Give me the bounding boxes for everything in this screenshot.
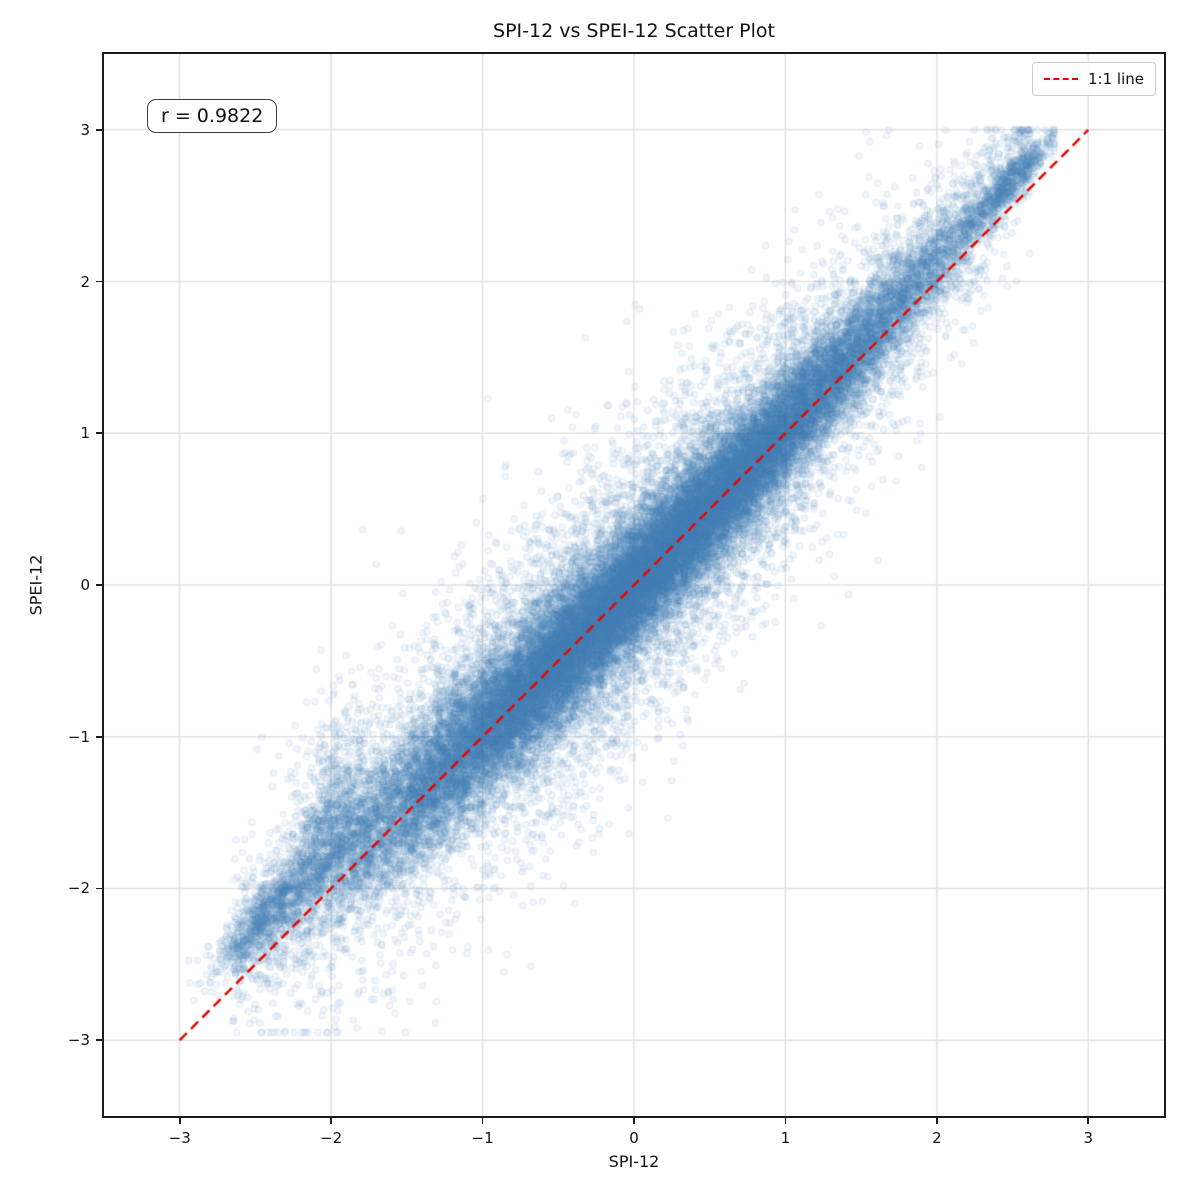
y-tick-mark bbox=[96, 1039, 104, 1041]
legend: 1:1 line bbox=[1032, 62, 1156, 96]
y-tick-label: 1 bbox=[80, 424, 90, 443]
y-tick-mark bbox=[96, 584, 104, 586]
x-tick-mark bbox=[330, 1116, 332, 1124]
y-tick-mark bbox=[96, 129, 104, 131]
y-tick-mark bbox=[96, 432, 104, 435]
x-tick-mark bbox=[481, 1116, 484, 1124]
legend-dashed-line-swatch bbox=[1044, 78, 1079, 80]
y-tick-mark bbox=[96, 735, 104, 738]
y-tick-mark bbox=[96, 280, 104, 283]
x-tick-label: −2 bbox=[320, 1129, 343, 1147]
y-tick-label: −3 bbox=[67, 1031, 90, 1050]
legend-label: 1:1 line bbox=[1088, 70, 1144, 88]
y-axis-label: SPEI-12 bbox=[26, 554, 46, 616]
x-tick-mark bbox=[936, 1116, 938, 1124]
x-tick-label: 1 bbox=[780, 1129, 791, 1147]
y-tick-label: −1 bbox=[67, 727, 90, 746]
correlation-annotation: r = 0.9822 bbox=[147, 99, 278, 133]
x-axis-label: SPI-12 bbox=[608, 1152, 660, 1171]
x-tick-label: 2 bbox=[932, 1129, 942, 1147]
x-tick-label: 3 bbox=[1083, 1129, 1094, 1147]
y-tick-label: 3 bbox=[80, 120, 90, 139]
x-tick-label: −1 bbox=[471, 1129, 494, 1147]
x-tick-mark bbox=[633, 1116, 635, 1124]
scatter-canvas bbox=[104, 54, 1164, 1116]
y-tick-label: 0 bbox=[80, 576, 90, 594]
chart-title: SPI-12 vs SPEI-12 Scatter Plot bbox=[493, 20, 775, 42]
y-tick-mark bbox=[96, 887, 104, 890]
x-tick-mark bbox=[784, 1116, 787, 1124]
y-tick-label: 2 bbox=[80, 272, 90, 291]
x-tick-mark bbox=[1087, 1116, 1090, 1124]
x-tick-label: −3 bbox=[168, 1129, 191, 1147]
y-tick-label: −2 bbox=[67, 879, 90, 898]
x-tick-label: 0 bbox=[629, 1129, 639, 1147]
x-tick-mark bbox=[178, 1116, 181, 1124]
plot-area: r = 0.9822 1:1 line bbox=[102, 52, 1166, 1118]
